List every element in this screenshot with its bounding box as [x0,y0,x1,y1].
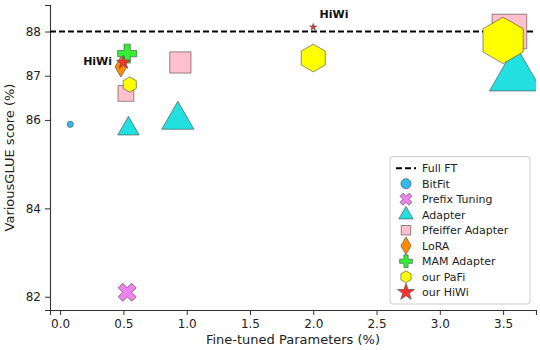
series [50,31,536,32]
point [310,23,317,30]
y-axis-line [45,6,51,311]
legend-swatch [397,283,414,299]
plot-area [50,14,536,306]
legend-swatch [397,190,415,208]
x-tick: 1.5 [241,310,260,331]
legend-entry: Full FT [396,162,457,175]
y-tick-label: 82 [26,290,41,304]
y-axis-title: VariousGLUE score (%) [2,84,17,232]
y-tick: 86 [26,113,50,127]
x-tick: 0.0 [51,310,70,331]
reference-line [50,31,536,33]
legend-entry: MAM Adapter [400,255,496,268]
y-tick: 82 [26,290,50,304]
y-tick-mark [45,208,50,209]
legend-entry: our PaFi [401,271,465,284]
legend-label: BitFit [422,178,450,191]
x-tick-mark [503,310,504,315]
x-tick: 2.0 [304,310,323,331]
series [118,45,536,135]
point [114,279,141,306]
x-tick-label: 0.5 [114,317,133,331]
x-tick-mark [123,310,124,315]
series [118,14,527,101]
x-tick-mark [187,310,188,315]
x-tick-label: 1.5 [241,317,260,331]
legend-entry: BitFit [401,178,451,191]
point [118,116,139,135]
legend-label: LoRA [422,240,450,253]
series [116,23,316,68]
y-tick-label: 86 [26,113,41,127]
legend-label: Adapter [422,209,466,222]
legend-entry: Prefix Tuning [397,190,492,208]
legend-entry: Pfeiffer Adapter [401,224,509,237]
legend-label: our PaFi [422,271,465,284]
legend-swatch [399,206,413,218]
point [170,52,191,73]
x-tick-label: 0.0 [51,317,70,331]
legend-frame [390,157,530,305]
y-tick: 87 [26,69,50,83]
x-tick-label: 3.5 [494,317,513,331]
series [114,279,141,306]
y-tick-mark [45,297,50,298]
x-tick-mark [440,310,441,315]
x-tick-label: 2.5 [367,317,386,331]
x-tick: 3.5 [494,310,513,331]
x-tick: 0.5 [114,310,133,331]
legend-label: Prefix Tuning [422,193,492,206]
point [483,17,523,63]
x-tick: 2.5 [367,310,386,331]
point [162,101,194,129]
legend-label: our HiWi [422,286,469,299]
point [123,77,136,92]
legend-swatch [400,255,413,268]
legend: Full FT BitFit Prefix Tuning Adapter Pfeiffe… [390,157,530,305]
x-tick-label: 1.0 [178,317,197,331]
point [67,121,73,127]
legend-swatch [401,226,410,235]
legend-label: Full FT [422,162,457,175]
legend-swatch [401,271,411,283]
y-tick-mark [45,76,50,77]
y-tick-mark [45,120,50,121]
legend-label: MAM Adapter [422,255,496,268]
x-tick: 1.0 [178,310,197,331]
y-tick-mark [45,32,50,33]
x-tick-mark [60,310,61,315]
x-tick-mark [313,310,314,315]
chart: 0.0 0.5 1.0 1.5 2.0 2.5 3.0 3.5 82 84 86 87 88 Fine-t… [0,0,540,350]
legend-swatch [396,167,416,169]
x-axis-title: Fine-tuned Parameters (%) [206,332,380,347]
y-tick: 84 [26,202,50,216]
y-axis: 82 84 86 87 88 [26,6,51,311]
legend-entry: Adapter [399,206,466,221]
series [67,121,73,127]
legend-swatch [401,179,411,189]
y-tick-label: 88 [26,25,41,39]
point [301,44,325,72]
y-tick-label: 84 [26,202,41,216]
legend-swatch [401,237,411,255]
x-tick-mark [250,310,251,315]
annotation: HiWi [320,8,349,21]
x-axis-line [51,311,537,316]
legend-entry: our HiWi [397,283,468,299]
legend-entry: LoRA [401,237,450,255]
legend-label: Pfeiffer Adapter [422,224,509,237]
x-tick-label: 3.0 [431,317,450,331]
x-tick: 3.0 [431,310,450,331]
x-tick-mark [377,310,378,315]
point [116,55,130,68]
series [123,17,523,92]
annotation: HiWi [83,55,112,68]
y-tick: 88 [26,25,50,39]
y-tick-label: 87 [26,69,41,83]
x-tick-label: 2.0 [304,317,323,331]
x-axis: 0.0 0.5 1.0 1.5 2.0 2.5 3.0 3.5 [51,310,537,331]
